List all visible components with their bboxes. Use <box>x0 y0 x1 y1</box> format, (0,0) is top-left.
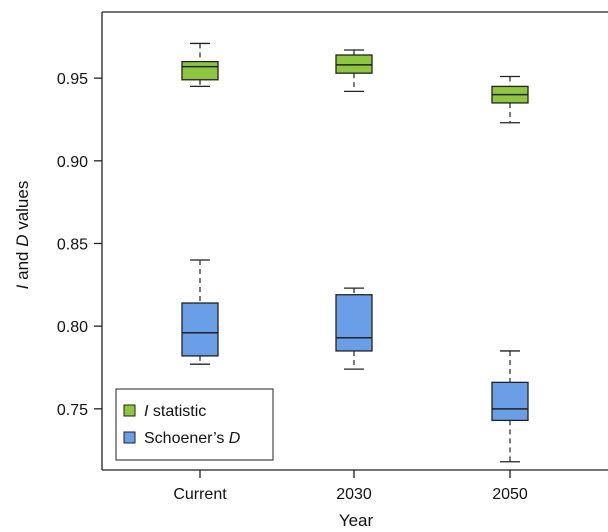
box-1-0 <box>181 259 219 365</box>
legend-label-i-statistic-rest: statistic <box>148 403 206 420</box>
y-tick-label-1: 0.80 <box>57 319 88 336</box>
iqr-box <box>181 302 219 357</box>
y-tick-label-0: 0.75 <box>57 402 88 419</box>
y-axis-label-i: I <box>13 284 32 289</box>
y-axis-label-values: values <box>13 181 32 235</box>
box-1-1 <box>335 287 373 370</box>
y-tick-label-4: 0.95 <box>57 71 88 88</box>
box-0-0 <box>181 42 219 88</box>
legend-swatch-i-statistic <box>123 404 136 417</box>
iqr-box <box>335 54 373 74</box>
x-axis-label: Year <box>339 511 374 530</box>
legend-label-i-statistic: I statistic <box>144 403 206 420</box>
legend-label-schoeners-d-italic: D <box>229 430 241 447</box>
legend: I statistic Schoener’s D <box>115 388 274 461</box>
y-axis-label-and: and <box>13 247 32 285</box>
iqr-box <box>335 294 373 352</box>
x-tick-label-0: Current <box>173 486 227 503</box>
legend-label-schoeners-d: Schoener’s D <box>144 430 241 447</box>
x-tick-label-2: 2050 <box>492 486 528 503</box>
y-tick-label-2: 0.85 <box>57 236 88 253</box>
box-0-2 <box>491 75 529 124</box>
boxes-layer <box>181 42 529 463</box>
box-0-1 <box>335 49 373 93</box>
iqr-box <box>181 60 219 81</box>
legend-label-schoeners-d-rest: Schoener’s <box>144 430 229 447</box>
y-tick-label-3: 0.90 <box>57 154 88 171</box>
box-1-2 <box>491 350 529 463</box>
legend-label-i-statistic-italic: I <box>144 403 149 420</box>
y-axis-label: I and D values <box>13 181 32 290</box>
y-axis-label-d: D <box>13 235 32 247</box>
legend-swatch-schoeners-d <box>123 431 136 444</box>
axes: 0.75 0.80 0.85 0.90 0.95 Current 2030 2050 <box>57 11 608 503</box>
legend-frame <box>115 388 274 461</box>
iqr-box <box>491 381 529 422</box>
x-tick-label-1: 2030 <box>336 486 372 503</box>
